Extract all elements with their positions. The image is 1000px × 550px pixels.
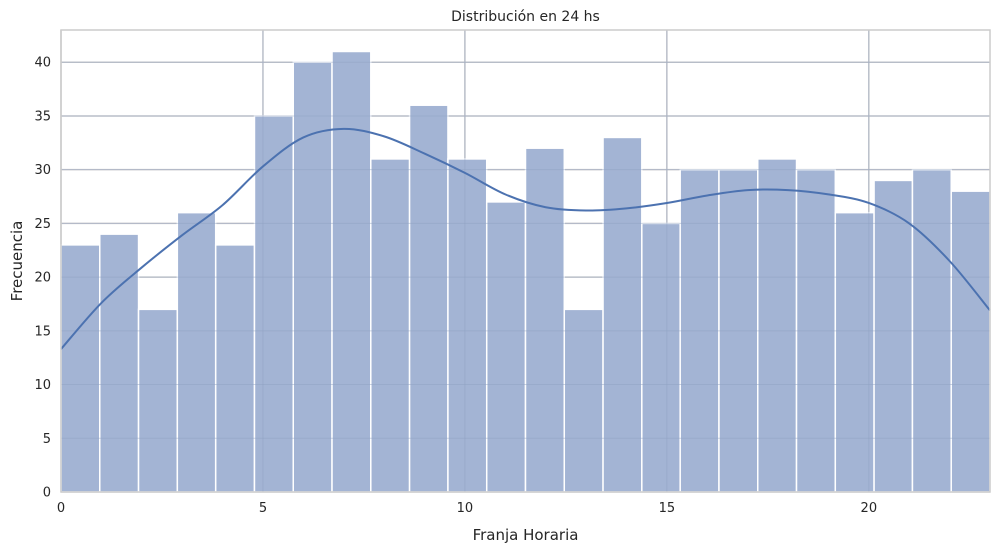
histogram-bar <box>292 61 333 493</box>
y-tick-label: 40 <box>34 56 51 71</box>
x-axis-label: Franja Horaria <box>473 526 579 544</box>
x-tick-label: 20 <box>861 501 878 516</box>
y-tick-label: 20 <box>34 271 51 286</box>
histogram-bar <box>370 158 411 493</box>
histogram-bar <box>757 158 798 493</box>
histogram-bar <box>60 244 101 493</box>
y-tick-label: 35 <box>34 109 51 124</box>
histogram-bar <box>679 168 720 493</box>
histogram-bar <box>447 158 488 493</box>
histogram-bar <box>253 115 295 493</box>
histogram-bar <box>485 201 527 493</box>
x-tick-label: 10 <box>457 501 474 516</box>
histogram-bar <box>950 190 991 493</box>
y-axis-ticks: 0 5 10 15 20 25 30 35 40 <box>34 56 51 501</box>
kde-curve <box>60 127 991 350</box>
y-axis-label: Frecuencia <box>8 221 26 302</box>
histogram-bar <box>331 50 372 493</box>
histogram-bar <box>99 233 140 493</box>
y-tick-label: 5 <box>43 432 51 447</box>
x-tick-label: 15 <box>659 501 676 516</box>
y-tick-label: 25 <box>34 217 51 232</box>
x-axis-ticks: 0 5 10 15 20 <box>57 501 877 516</box>
histogram-bar <box>137 308 179 493</box>
histogram-bar <box>524 147 566 493</box>
histogram-bar <box>408 104 449 493</box>
histogram-bars <box>60 50 991 493</box>
plot-frame <box>60 29 991 493</box>
chart-title: Distribución en 24 hs <box>451 9 600 25</box>
x-tick-label: 5 <box>259 501 267 516</box>
histogram-bar <box>602 136 643 493</box>
histogram-bar <box>873 179 914 493</box>
histogram-bar <box>911 168 952 493</box>
histogram-bar <box>563 308 604 493</box>
y-tick-label: 15 <box>34 324 51 339</box>
histogram-bar <box>641 222 681 493</box>
x-tick-label: 0 <box>57 501 65 516</box>
histogram-bar <box>214 244 256 493</box>
histogram-bar <box>834 211 875 493</box>
histogram-bar <box>176 211 217 493</box>
y-tick-label: 10 <box>34 378 51 393</box>
y-tick-label: 0 <box>43 486 51 501</box>
y-tick-label: 30 <box>34 163 51 178</box>
